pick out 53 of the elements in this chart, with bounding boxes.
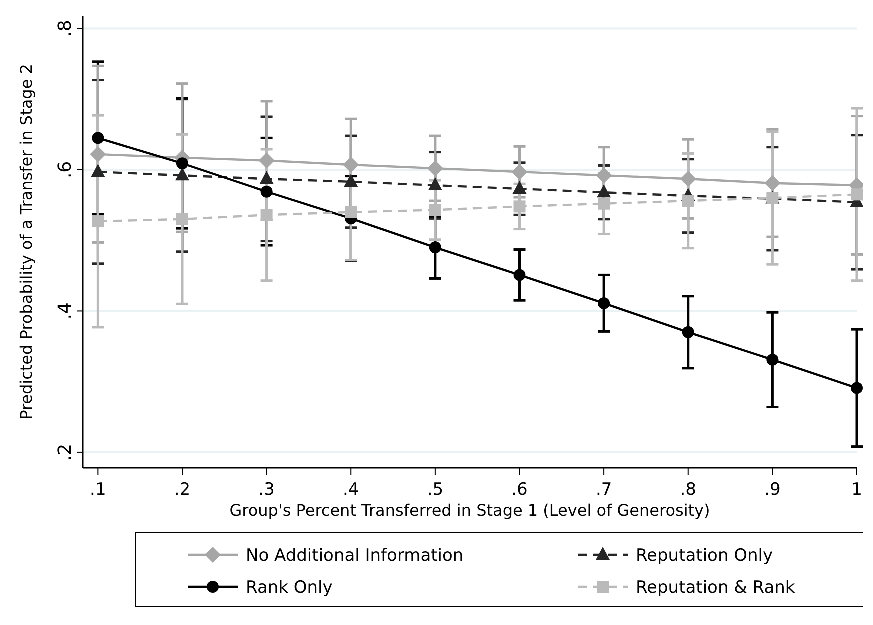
point bbox=[260, 186, 273, 198]
point bbox=[598, 198, 610, 210]
point bbox=[680, 171, 696, 188]
point bbox=[92, 216, 104, 228]
point bbox=[512, 164, 528, 180]
point bbox=[764, 175, 781, 192]
point bbox=[343, 157, 360, 174]
point bbox=[260, 209, 273, 222]
point bbox=[428, 178, 442, 190]
point bbox=[682, 326, 694, 338]
x-tick-label: .1 bbox=[90, 480, 106, 500]
x-tick-label: .8 bbox=[680, 480, 696, 500]
point bbox=[766, 354, 779, 366]
point bbox=[598, 297, 610, 310]
point bbox=[92, 132, 104, 144]
point bbox=[851, 382, 863, 394]
legend-label: No Additional Information bbox=[246, 546, 464, 566]
point bbox=[514, 200, 526, 213]
point bbox=[91, 164, 106, 178]
point bbox=[596, 168, 612, 184]
point bbox=[90, 146, 106, 162]
legend-label: Rank Only bbox=[246, 578, 333, 598]
x-tick-label: .6 bbox=[512, 480, 528, 500]
point bbox=[260, 171, 274, 184]
point bbox=[176, 213, 188, 226]
x-tick-label: .2 bbox=[174, 480, 191, 500]
x-tick-label: 1 bbox=[852, 480, 862, 500]
legend-label: Reputation & Rank bbox=[636, 578, 796, 598]
point bbox=[514, 269, 526, 282]
point bbox=[851, 188, 863, 201]
point bbox=[176, 158, 188, 170]
legend-label: Reputation Only bbox=[636, 546, 774, 566]
point bbox=[345, 206, 358, 218]
point bbox=[429, 242, 442, 254]
y-axis-title: Predicted Probability of a Transfer in Stage 2 bbox=[17, 64, 36, 420]
point bbox=[344, 174, 358, 187]
point bbox=[597, 184, 612, 198]
point bbox=[682, 195, 694, 208]
y-tick-label: .2 bbox=[55, 444, 76, 462]
y-tick-label: .8 bbox=[55, 20, 76, 38]
point bbox=[175, 168, 190, 181]
y-tick-label: .6 bbox=[55, 161, 76, 179]
x-tick-label: .7 bbox=[596, 480, 612, 500]
y-tick-label: .4 bbox=[55, 302, 76, 320]
point bbox=[427, 160, 444, 177]
x-tick-label: .3 bbox=[258, 480, 275, 500]
x-tick-label: .5 bbox=[427, 480, 444, 500]
x-axis-title: Group's Percent Transferred in Stage 1 (Level of Generosity) bbox=[230, 501, 710, 520]
x-tick-label: .4 bbox=[343, 480, 360, 500]
point bbox=[512, 181, 527, 194]
point bbox=[258, 152, 275, 169]
x-tick-label: .9 bbox=[764, 480, 781, 500]
point bbox=[429, 204, 442, 216]
